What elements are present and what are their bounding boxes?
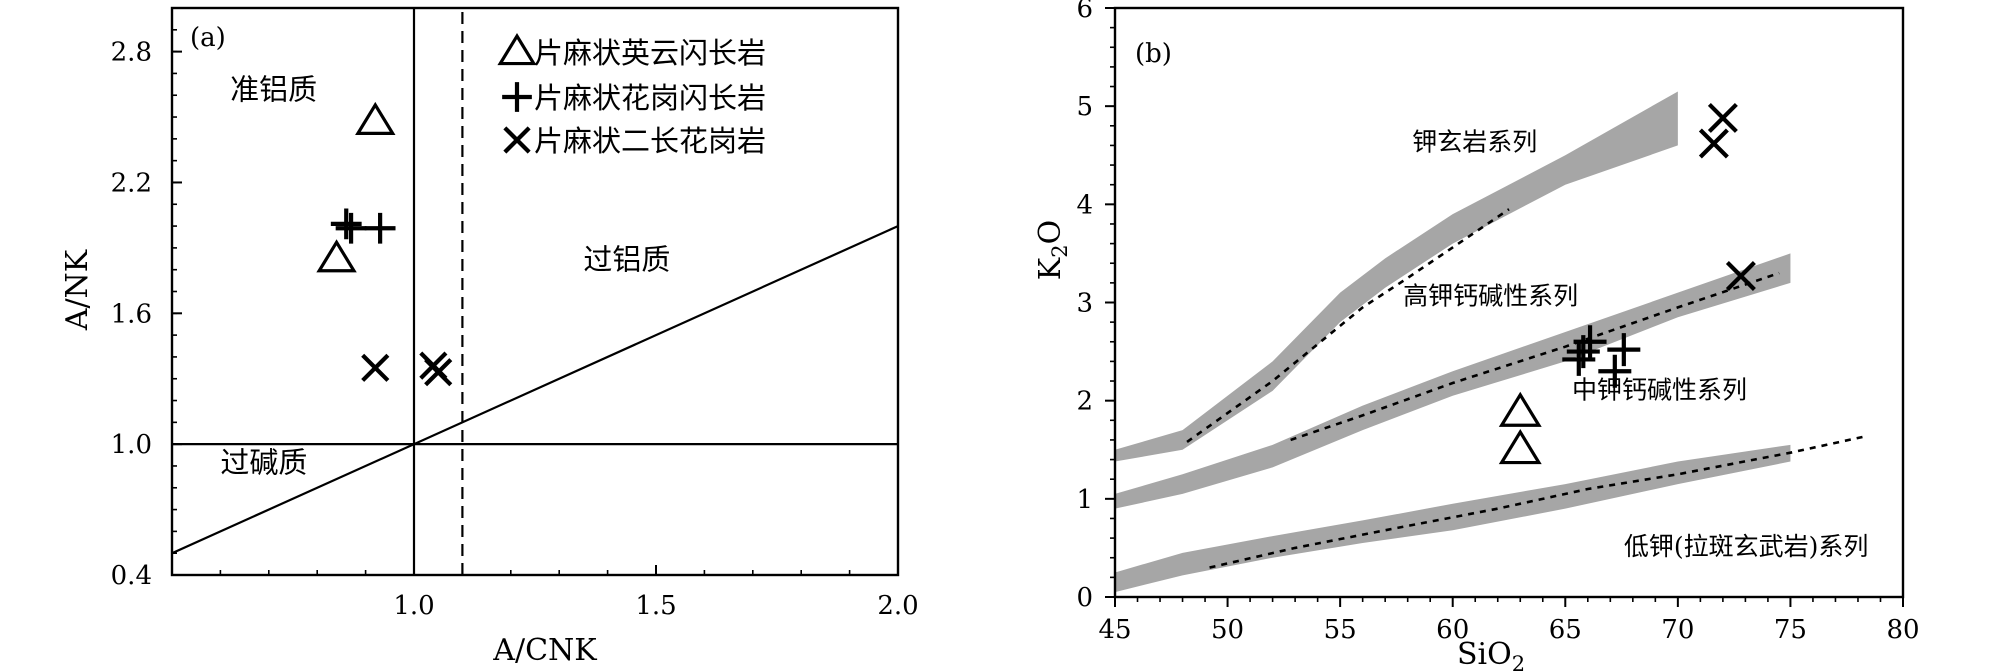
legend-label-0: 片麻状英云闪长岩 xyxy=(534,36,766,70)
series-band-1 xyxy=(1115,253,1791,509)
x-tick-label-b: 55 xyxy=(1324,615,1357,645)
series-band-2 xyxy=(1115,444,1791,593)
y-tick-label-a: 1.6 xyxy=(111,299,152,329)
y-axis-title-b-end: O xyxy=(1033,220,1068,245)
data-point-b-plus xyxy=(1562,342,1596,376)
data-point-b-plus xyxy=(1573,325,1607,359)
x-tick-label-b: 60 xyxy=(1436,615,1469,645)
data-point-b-plus xyxy=(1607,333,1641,367)
data-point-a-plus xyxy=(364,212,396,244)
legend-label-2: 片麻状二长花岗岩 xyxy=(534,124,766,158)
field-label-0: 准铝质 xyxy=(230,73,317,107)
x-tick-label-b: 45 xyxy=(1098,615,1131,645)
data-point-b-triangle xyxy=(1498,391,1542,427)
legend-marker-cross xyxy=(503,126,531,154)
y-tick-label-b: 5 xyxy=(1076,92,1093,122)
y-tick-label-a: 2.8 xyxy=(111,38,152,68)
y-tick-label-b: 1 xyxy=(1076,485,1093,515)
y-tick-label-b: 2 xyxy=(1076,387,1093,417)
data-point-a-triangle xyxy=(355,101,396,135)
x-axis-title-b-sub: 2 xyxy=(1512,652,1525,671)
data-point-a-cross xyxy=(361,353,390,382)
y-tick-label-b: 0 xyxy=(1076,583,1093,613)
legend-label-1: 片麻状花岗闪长岩 xyxy=(534,81,766,115)
y-axis-title-b-sub: 2 xyxy=(1048,244,1072,257)
y-tick-label-b: 4 xyxy=(1076,190,1093,220)
data-point-b-triangle xyxy=(1498,429,1542,465)
data-point-b-cross xyxy=(1725,261,1756,291)
x-tick-label-b: 75 xyxy=(1774,615,1807,645)
y-tick-label-a: 2.2 xyxy=(111,168,152,198)
y-tick-label-b: 6 xyxy=(1076,0,1093,24)
panel-label-a: (a) xyxy=(190,23,226,53)
x-axis-title-b: SiO2 xyxy=(1457,637,1525,671)
x-axis-title-a: A/CNK xyxy=(492,633,597,668)
data-point-a-plus xyxy=(335,212,367,244)
field-label-1: 过铝质 xyxy=(583,243,670,277)
legend-marker-triangle xyxy=(497,33,537,66)
dotted-line-1 xyxy=(1290,271,1780,442)
data-point-a-cross xyxy=(424,358,453,387)
legend-marker-plus xyxy=(502,82,532,112)
panel-label-b: (b) xyxy=(1135,39,1172,69)
x-tick-label-a: 2.0 xyxy=(877,591,918,621)
series-label-2: 中钾钙碱性系列 xyxy=(1572,376,1747,405)
panel-b-chart: 45 50 55 60 65 70 75 800123456SiO2K2O(b)钾玄岩系列高钾… xyxy=(1033,0,1920,671)
series-label-0: 钾玄岩系列 xyxy=(1412,127,1537,156)
x-tick-label-b: 70 xyxy=(1661,615,1694,645)
data-point-a-triangle xyxy=(316,239,357,273)
y-tick-label-a: 0.4 xyxy=(111,561,152,591)
y-tick-label-a: 1.0 xyxy=(111,430,152,460)
data-point-b-cross xyxy=(1707,102,1738,133)
data-point-a-plus xyxy=(330,208,362,240)
x-tick-label-b: 65 xyxy=(1549,615,1582,645)
x-tick-label-b: 80 xyxy=(1886,615,1919,645)
y-tick-label-b: 3 xyxy=(1076,289,1093,319)
x-tick-label-a: 1.0 xyxy=(393,591,434,621)
y-axis-title-b: K2O xyxy=(1033,220,1072,280)
data-point-b-cross xyxy=(1698,128,1729,159)
data-point-b-plus xyxy=(1598,354,1632,388)
dotted-line-0 xyxy=(1186,208,1510,443)
y-axis-title-b-main: K xyxy=(1033,257,1068,280)
y-axis-title-a: A/NK xyxy=(60,249,95,331)
dotted-line-2 xyxy=(1209,435,1863,569)
series-label-3: 低钾(拉斑玄武岩)系列 xyxy=(1624,532,1869,561)
panel-a-chart: 1.0 1.5 2.0 0.4 1.0 1.6 2.2 2.8 A/CNK A/NK (a)准铝质过… xyxy=(60,6,919,668)
series-label-1: 高钾钙碱性系列 xyxy=(1403,281,1578,310)
series-band-0 xyxy=(1115,91,1678,462)
boundary-line-2 xyxy=(172,225,898,555)
x-axis-title-b-main: SiO xyxy=(1457,637,1512,671)
x-tick-label-a: 1.5 xyxy=(635,591,676,621)
boundary-lines-a xyxy=(172,8,898,575)
x-tick-label-b: 50 xyxy=(1211,615,1244,645)
field-label-2: 过碱质 xyxy=(220,446,307,480)
